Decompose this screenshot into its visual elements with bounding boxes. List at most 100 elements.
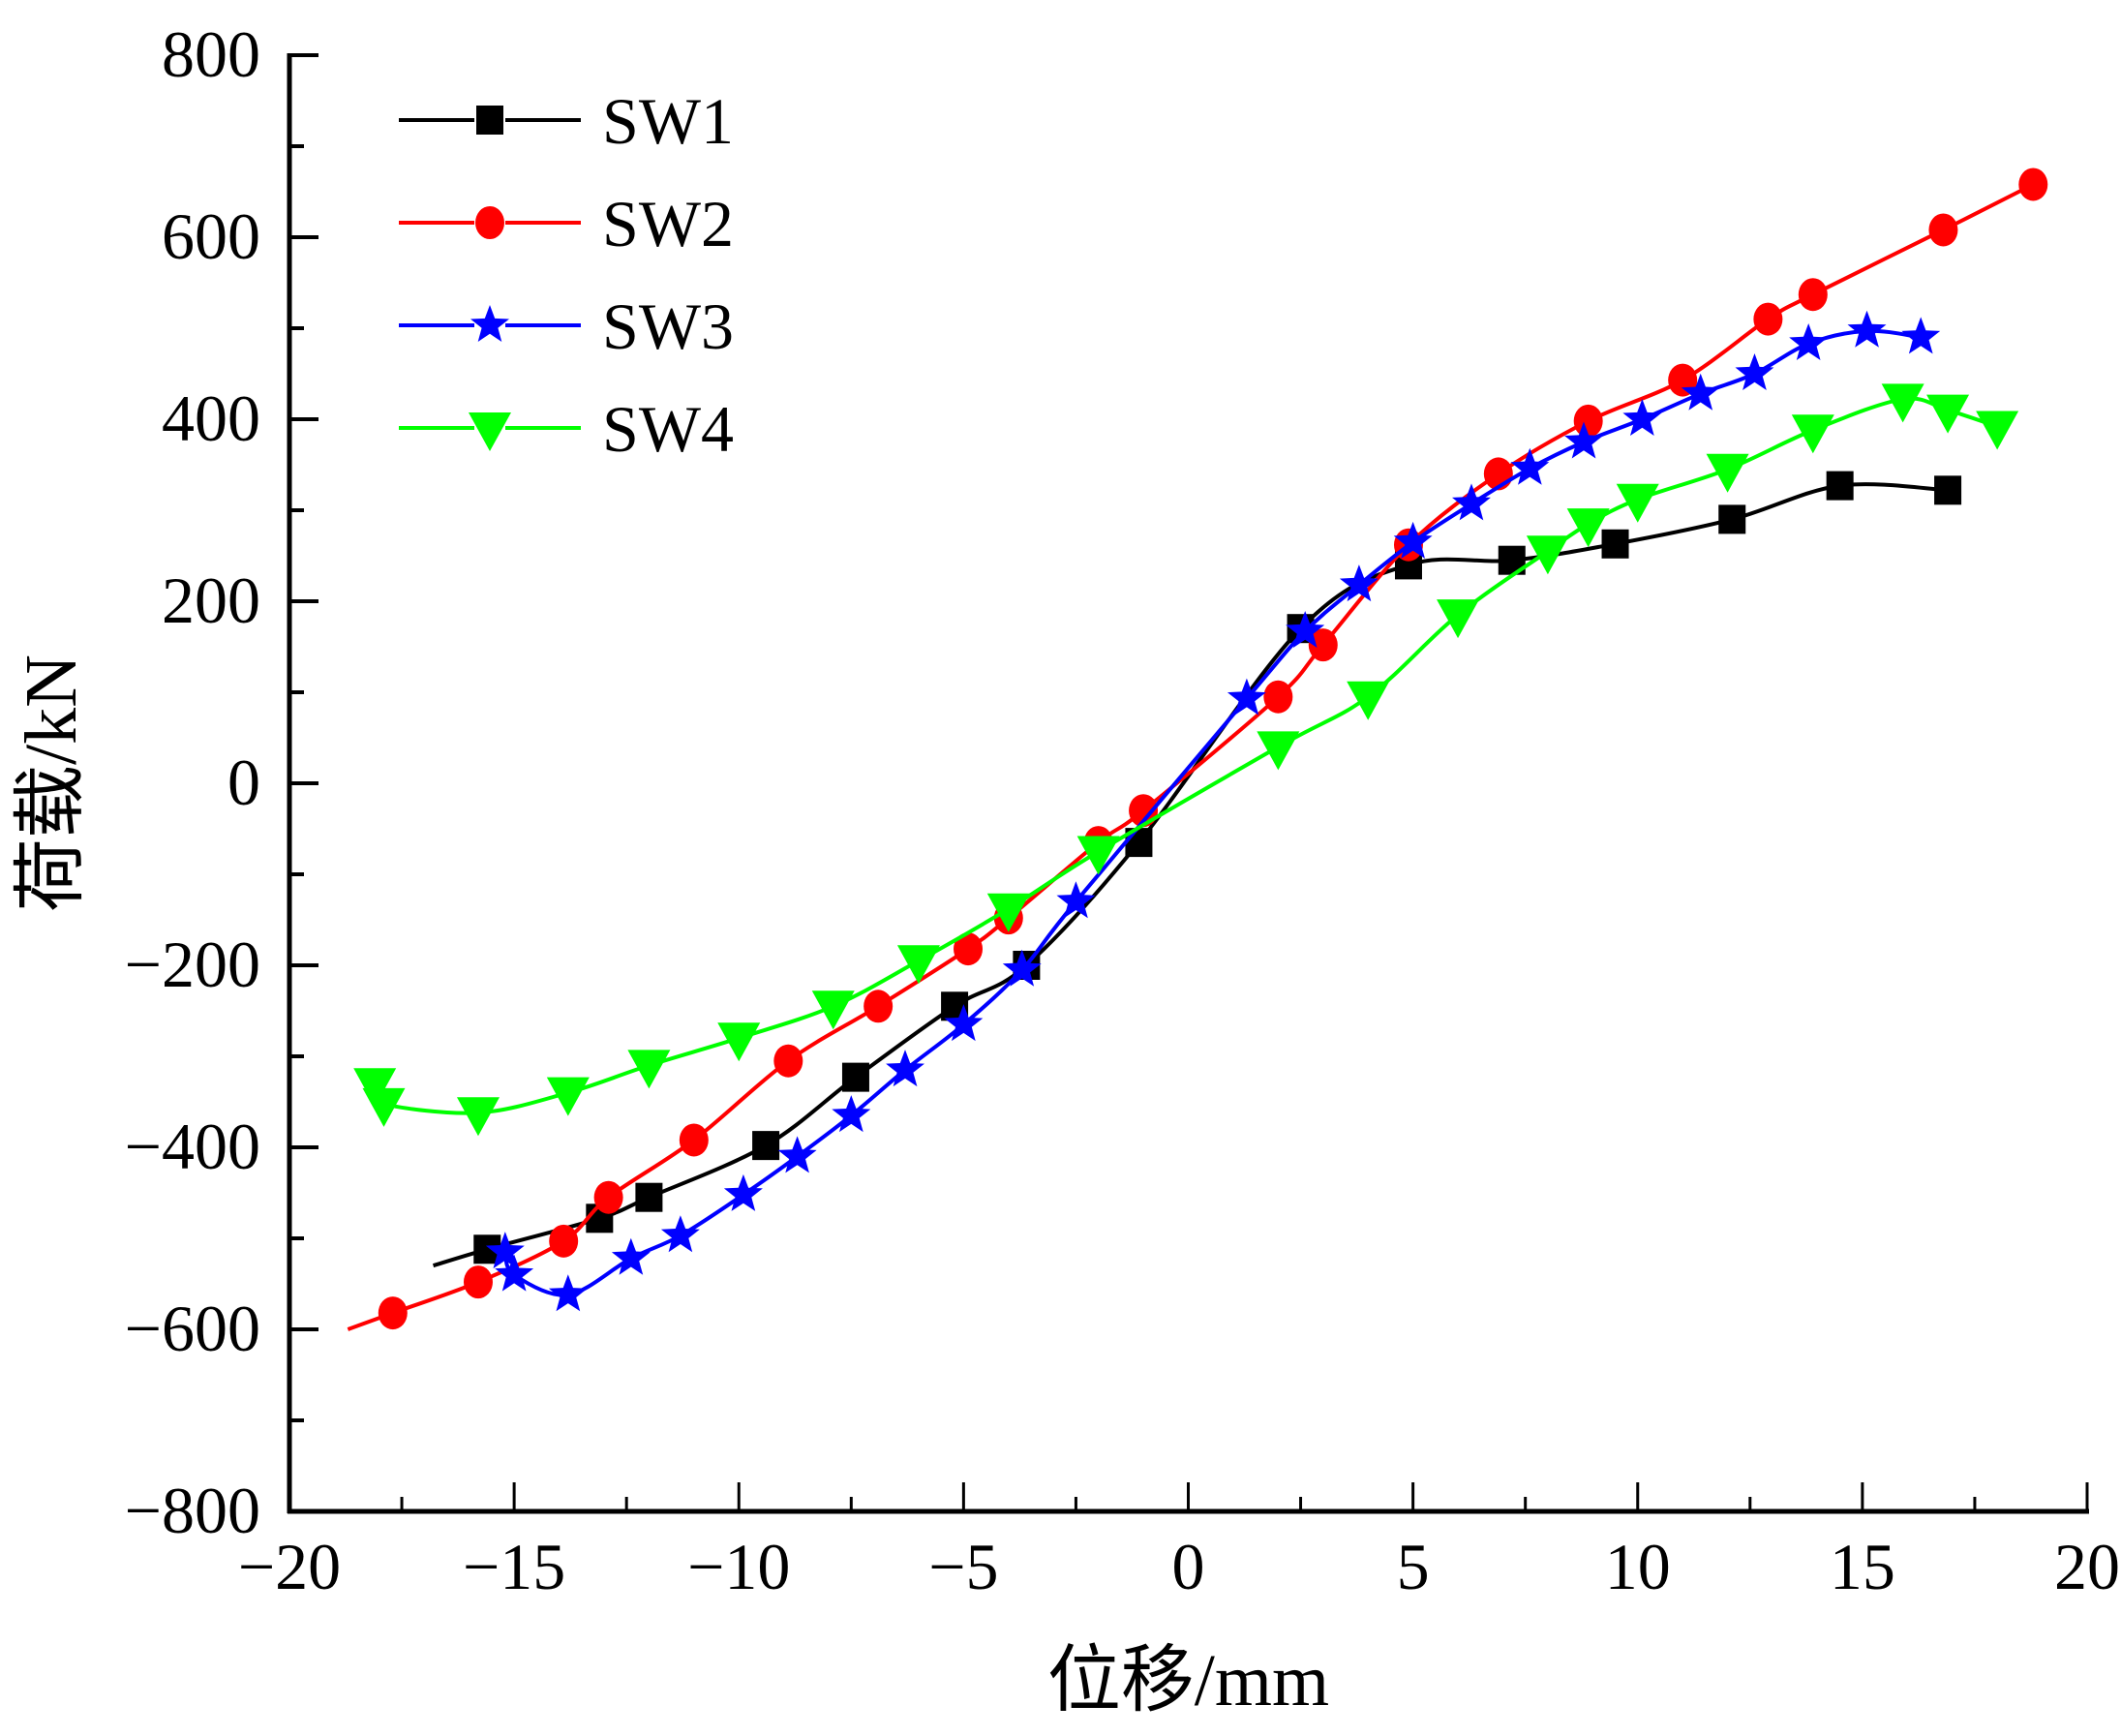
data-point-sw1 — [1601, 529, 1629, 559]
series-line-sw2 — [347, 182, 2035, 1331]
series-sw3 — [485, 310, 1941, 1312]
legend-item-sw3: SW3 — [399, 289, 734, 363]
data-point-sw3 — [611, 1237, 651, 1275]
legend-label-sw2: SW2 — [602, 187, 734, 260]
series-sw1 — [432, 471, 1962, 1268]
data-point-sw2 — [2018, 168, 2048, 201]
legend-marker-sw3 — [470, 305, 509, 342]
x-tick-label: 15 — [1830, 1530, 1895, 1603]
x-axis-title: 位移/mm — [1047, 1640, 1329, 1721]
series-line-sw3 — [502, 328, 1922, 1297]
x-ticks: −20 −15 −10 −5 0 5 10 15 20 — [238, 1482, 2120, 1603]
legend-item-sw1: SW1 — [399, 84, 734, 158]
data-point-sw2 — [954, 932, 984, 966]
data-point-sw4 — [986, 893, 1030, 932]
legend-label-sw3: SW3 — [602, 289, 734, 363]
data-point-sw1 — [1718, 504, 1746, 534]
data-point-sw2 — [549, 1224, 579, 1258]
data-point-sw3 — [1681, 373, 1720, 411]
x-tick-label: −15 — [463, 1530, 565, 1603]
legend-label-sw4: SW4 — [602, 392, 734, 466]
series-line-sw4 — [371, 396, 1998, 1115]
data-point-sw3 — [1901, 317, 1941, 354]
data-point-sw3 — [1789, 323, 1829, 360]
x-tick-label: 20 — [2054, 1530, 2120, 1603]
y-tick-label: −400 — [125, 1110, 260, 1183]
legend-marker-sw4 — [469, 412, 511, 451]
data-point-sw3 — [660, 1215, 700, 1253]
data-point-sw3 — [495, 1254, 534, 1292]
data-point-sw3 — [1286, 611, 1325, 648]
data-point-sw4 — [1616, 483, 1659, 523]
y-tick-label: 200 — [162, 563, 260, 637]
data-point-sw3 — [1339, 564, 1379, 602]
legend: SW1 SW2 SW3 SW4 — [399, 84, 734, 466]
data-point-sw4 — [1881, 383, 1924, 423]
y-ticks: −800 −600 −400 −200 0 200 400 600 800 — [125, 17, 318, 1547]
data-point-sw4 — [1347, 681, 1390, 720]
x-tick-label: 0 — [1172, 1530, 1205, 1603]
data-point-sw4 — [896, 945, 940, 985]
data-point-sw2 — [864, 990, 894, 1023]
data-point-sw3 — [1056, 881, 1096, 919]
data-point-sw3 — [1002, 949, 1042, 987]
data-point-sw4 — [546, 1077, 590, 1116]
x-tick-label: −10 — [687, 1530, 790, 1603]
y-tick-label: 600 — [162, 199, 260, 273]
data-point-sw4 — [1706, 453, 1749, 493]
data-point-sw3 — [1393, 521, 1433, 559]
data-point-sw3 — [1564, 421, 1603, 459]
data-point-sw3 — [1227, 678, 1266, 716]
data-point-sw4 — [362, 1087, 406, 1127]
data-point-sw3 — [548, 1274, 588, 1312]
data-point-sw3 — [485, 1232, 525, 1269]
legend-marker-sw1 — [476, 106, 503, 135]
data-point-sw4 — [1791, 414, 1834, 454]
data-point-sw2 — [1753, 302, 1783, 336]
data-point-sw2 — [1928, 213, 1958, 247]
legend-label-sw1: SW1 — [602, 84, 734, 158]
series-sw4 — [353, 383, 2019, 1137]
series-line-sw1 — [432, 482, 1949, 1268]
legend-item-sw4: SW4 — [399, 392, 734, 466]
y-tick-label: 0 — [227, 746, 260, 819]
series-sw2 — [347, 168, 2048, 1331]
data-point-sw2 — [1573, 404, 1603, 438]
data-point-sw2 — [593, 1180, 623, 1214]
data-point-sw4 — [353, 1068, 397, 1108]
data-point-sw3 — [777, 1136, 817, 1173]
data-point-sw1 — [1826, 471, 1854, 501]
data-point-sw3 — [1452, 483, 1491, 521]
data-point-sw4 — [1437, 599, 1480, 639]
data-point-sw4 — [1976, 411, 2019, 450]
data-point-sw4 — [811, 990, 855, 1030]
data-point-sw1 — [841, 1062, 869, 1092]
data-point-sw4 — [1526, 535, 1569, 575]
x-tick-label: 5 — [1397, 1530, 1430, 1603]
data-point-sw3 — [832, 1095, 871, 1133]
data-point-sw2 — [1798, 278, 1828, 312]
data-point-sw2 — [463, 1265, 493, 1299]
data-point-sw3 — [1622, 399, 1662, 436]
data-point-sw3 — [1847, 310, 1887, 348]
legend-item-sw2: SW2 — [399, 187, 734, 260]
data-point-sw1 — [635, 1182, 663, 1212]
data-point-sw4 — [456, 1097, 500, 1137]
y-tick-label: −600 — [125, 1292, 260, 1365]
y-axis-title: 荷载/kN — [11, 655, 92, 912]
series-layer — [347, 168, 2048, 1331]
data-point-sw2 — [773, 1044, 803, 1078]
legend-marker-sw2 — [475, 206, 504, 239]
y-tick-label: 800 — [162, 17, 260, 91]
data-point-sw3 — [1510, 447, 1550, 485]
data-point-sw3 — [1735, 353, 1774, 390]
data-point-sw3 — [886, 1050, 924, 1087]
y-tick-label: −200 — [125, 928, 260, 1001]
x-tick-label: −5 — [928, 1530, 998, 1603]
data-point-sw4 — [1926, 394, 1970, 434]
y-tick-label: −800 — [125, 1474, 260, 1547]
data-point-sw4 — [627, 1050, 671, 1089]
data-point-sw2 — [1263, 680, 1293, 714]
